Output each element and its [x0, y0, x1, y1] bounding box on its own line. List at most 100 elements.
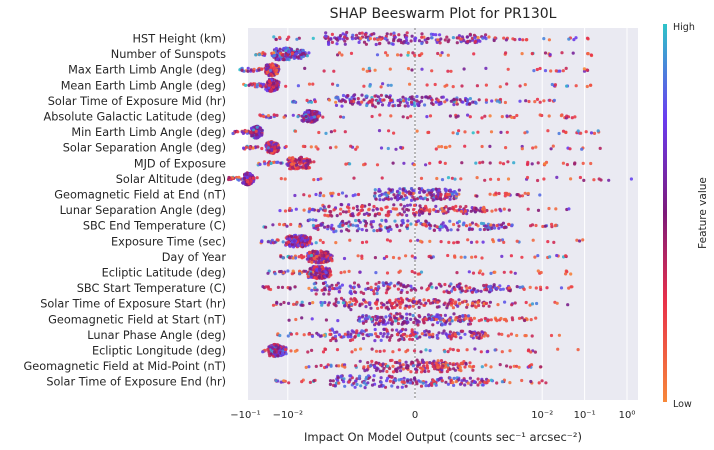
shap-point [267, 83, 271, 87]
shap-point [241, 131, 245, 135]
shap-point [434, 204, 438, 208]
shap-point [452, 367, 456, 371]
shap-point [321, 115, 325, 119]
shap-point [429, 282, 433, 286]
shap-point [289, 47, 294, 52]
feature-label: Exposure Time (sec) [111, 235, 226, 248]
shap-point [419, 384, 424, 388]
shap-point [370, 225, 374, 229]
shap-point [282, 223, 286, 227]
shap-point [437, 377, 441, 381]
shap-point [560, 51, 564, 55]
shap-point [354, 298, 358, 302]
shap-point [448, 322, 452, 326]
shap-point [393, 305, 397, 309]
shap-point [465, 212, 469, 216]
shap-point [373, 188, 377, 192]
shap-point [530, 162, 534, 166]
shap-point [304, 365, 308, 369]
shap-point [295, 167, 299, 171]
shap-point [270, 346, 274, 350]
shap-point [440, 207, 444, 211]
shap-point [374, 321, 378, 325]
shap-point [438, 33, 442, 37]
shap-point [395, 328, 399, 332]
shap-point [384, 291, 388, 295]
shap-point [327, 292, 331, 296]
shap-point [258, 162, 262, 166]
shap-point [555, 301, 559, 305]
shap-point [502, 226, 506, 230]
shap-point [517, 365, 521, 369]
shap-point [341, 115, 346, 119]
shap-point [337, 333, 341, 337]
shap-point [400, 213, 404, 217]
shap-point [479, 350, 483, 354]
shap-point [373, 105, 377, 109]
shap-point [288, 256, 292, 260]
shap-point [550, 82, 554, 87]
shap-point [507, 286, 511, 290]
shap-point [429, 256, 433, 260]
shap-point [471, 131, 475, 135]
shap-point [353, 335, 357, 339]
shap-point [578, 175, 583, 180]
shap-point [493, 348, 497, 352]
shap-point [377, 322, 381, 326]
shap-point [589, 131, 594, 135]
shap-point [385, 32, 389, 36]
shap-point [412, 189, 416, 193]
shap-point [310, 317, 314, 321]
shap-point [404, 384, 408, 388]
shap-point [484, 224, 488, 228]
shap-point [352, 94, 356, 98]
shap-point [327, 42, 331, 47]
shap-point [414, 36, 418, 40]
shap-point [418, 204, 422, 208]
shap-point [492, 38, 496, 43]
shap-point [436, 359, 440, 363]
shap-point [319, 177, 323, 181]
shap-point [386, 83, 390, 87]
shap-point [274, 47, 278, 51]
shap-point [449, 99, 453, 103]
shap-point [462, 67, 466, 71]
shap-point [364, 300, 368, 304]
shap-point [520, 378, 524, 383]
shap-point [543, 69, 548, 73]
shap-point [373, 256, 377, 260]
feature-label: Geomagnetic Field at End (nT) [54, 189, 226, 202]
shap-point [310, 260, 314, 264]
shap-point [413, 213, 417, 217]
shap-point [317, 130, 321, 135]
shap-point [358, 316, 362, 320]
shap-point [266, 271, 270, 275]
shap-point [446, 53, 450, 57]
shap-point [365, 69, 369, 73]
shap-point [357, 218, 361, 223]
shap-point [391, 104, 395, 108]
shap-point [227, 175, 231, 180]
shap-point [497, 226, 501, 230]
shap-point [478, 269, 482, 273]
shap-point [390, 302, 394, 306]
shap-point [344, 194, 348, 198]
shap-point [275, 113, 279, 117]
shap-point [483, 35, 487, 39]
shap-point [382, 327, 386, 331]
shap-point [430, 98, 434, 102]
shap-point [420, 286, 424, 290]
shap-point [382, 192, 386, 196]
shap-point [374, 197, 378, 201]
shap-point [255, 176, 259, 180]
shap-point [505, 364, 509, 368]
shap-point [287, 381, 291, 385]
shap-point [474, 222, 478, 226]
shap-point [388, 239, 392, 243]
shap-point [337, 224, 341, 228]
shap-point [277, 146, 281, 150]
shap-point [526, 207, 530, 211]
shap-point [358, 304, 362, 308]
shap-point [313, 112, 317, 116]
shap-point [575, 238, 579, 242]
